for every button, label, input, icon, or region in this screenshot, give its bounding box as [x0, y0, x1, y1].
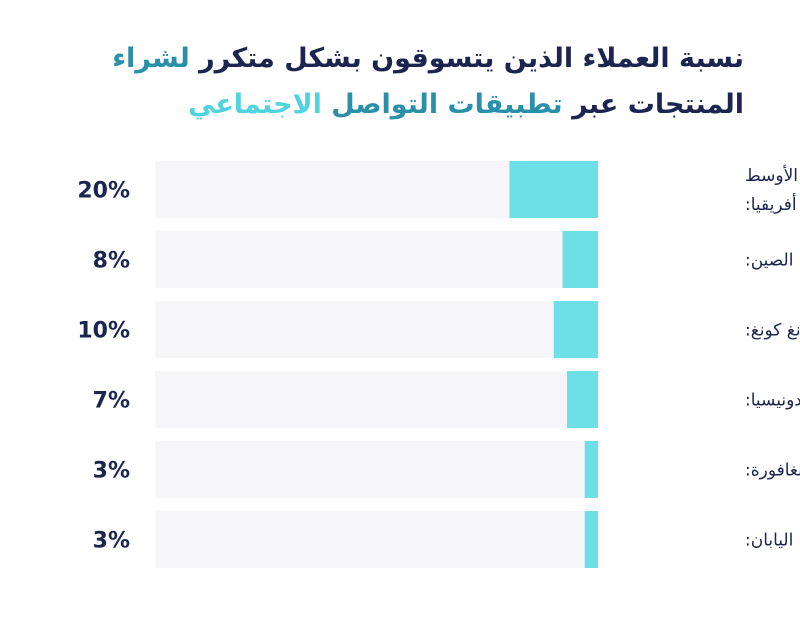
category-label-line: الصين: [745, 251, 793, 271]
category-label: إندونيسيا: [745, 391, 800, 411]
value-label: 7% [93, 389, 130, 414]
chart-title: نسبة العملاء الذين يتسوقون بشكل متكرر لش… [64, 36, 744, 128]
value-label: 3% [93, 529, 130, 554]
bar-row: هونغ كونغ: 10% [77, 301, 800, 358]
value-label: 3% [93, 459, 130, 484]
bar-row: الصين: 8% [93, 231, 793, 288]
title-line-2-part-1: المنتجات عبر [562, 89, 744, 120]
bar [553, 301, 598, 358]
category-label: اليابان: [745, 531, 793, 551]
category-label: هونغ كونغ: [745, 321, 800, 341]
title-line-2-part-3: الاجتماعي [188, 89, 322, 120]
category-label-line: وشمال أفريقيا: [745, 193, 800, 215]
value-label: 10% [77, 319, 130, 344]
bar [562, 231, 598, 288]
bar-track [155, 301, 598, 358]
category-label: الصين: [745, 251, 793, 271]
category-label-line: الشرق الأوسط [745, 165, 800, 186]
bar [584, 441, 598, 498]
title-line-1-part-1: نسبة العملاء الذين يتسوقون بشكل متكرر [189, 43, 744, 74]
bar-track [155, 231, 598, 288]
bar [584, 511, 598, 568]
bar-track [155, 511, 598, 568]
category-label-line: إندونيسيا: [745, 391, 800, 411]
bar-row: اليابان: 3% [93, 511, 793, 568]
title-line-1: نسبة العملاء الذين يتسوقون بشكل متكرر لش… [64, 36, 744, 82]
category-label: الشرق الأوسط وشمال أفريقيا: [745, 165, 800, 215]
title-line-2: المنتجات عبر تطبيقات التواصل الاجتماعي [64, 82, 744, 128]
bar-track [155, 441, 598, 498]
category-label-line: هونغ كونغ: [745, 321, 800, 341]
value-label: 8% [93, 249, 130, 274]
bar-row: إندونيسيا: 7% [93, 371, 800, 428]
category-label: سنغافورة: [745, 461, 800, 481]
value-label: 20% [77, 179, 130, 204]
title-line-2-part-2: تطبيقات التواصل [321, 89, 563, 120]
bar-row: سنغافورة: 3% [93, 441, 800, 498]
bar-track [155, 371, 598, 428]
category-label-line: سنغافورة: [745, 461, 800, 481]
bar [566, 371, 598, 428]
bar-row: الشرق الأوسط وشمال أفريقيا: 20% [77, 161, 800, 218]
category-label-line: اليابان: [745, 531, 793, 551]
title-line-1-part-2: لشراء [112, 43, 190, 74]
bar [509, 161, 598, 218]
